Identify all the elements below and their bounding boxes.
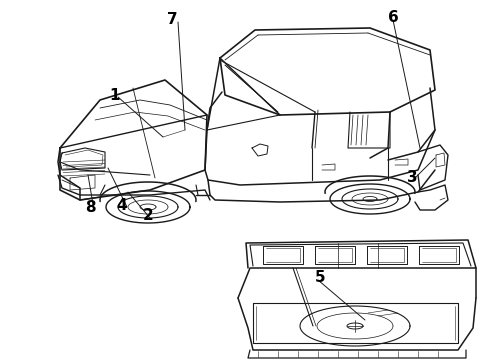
Text: 5: 5: [315, 270, 325, 285]
Text: 4: 4: [117, 198, 127, 212]
Text: 8: 8: [85, 201, 96, 216]
Text: 1: 1: [110, 87, 120, 103]
Text: 6: 6: [388, 10, 398, 26]
Text: 2: 2: [143, 207, 153, 222]
Text: 3: 3: [407, 171, 417, 185]
Text: 7: 7: [167, 13, 177, 27]
